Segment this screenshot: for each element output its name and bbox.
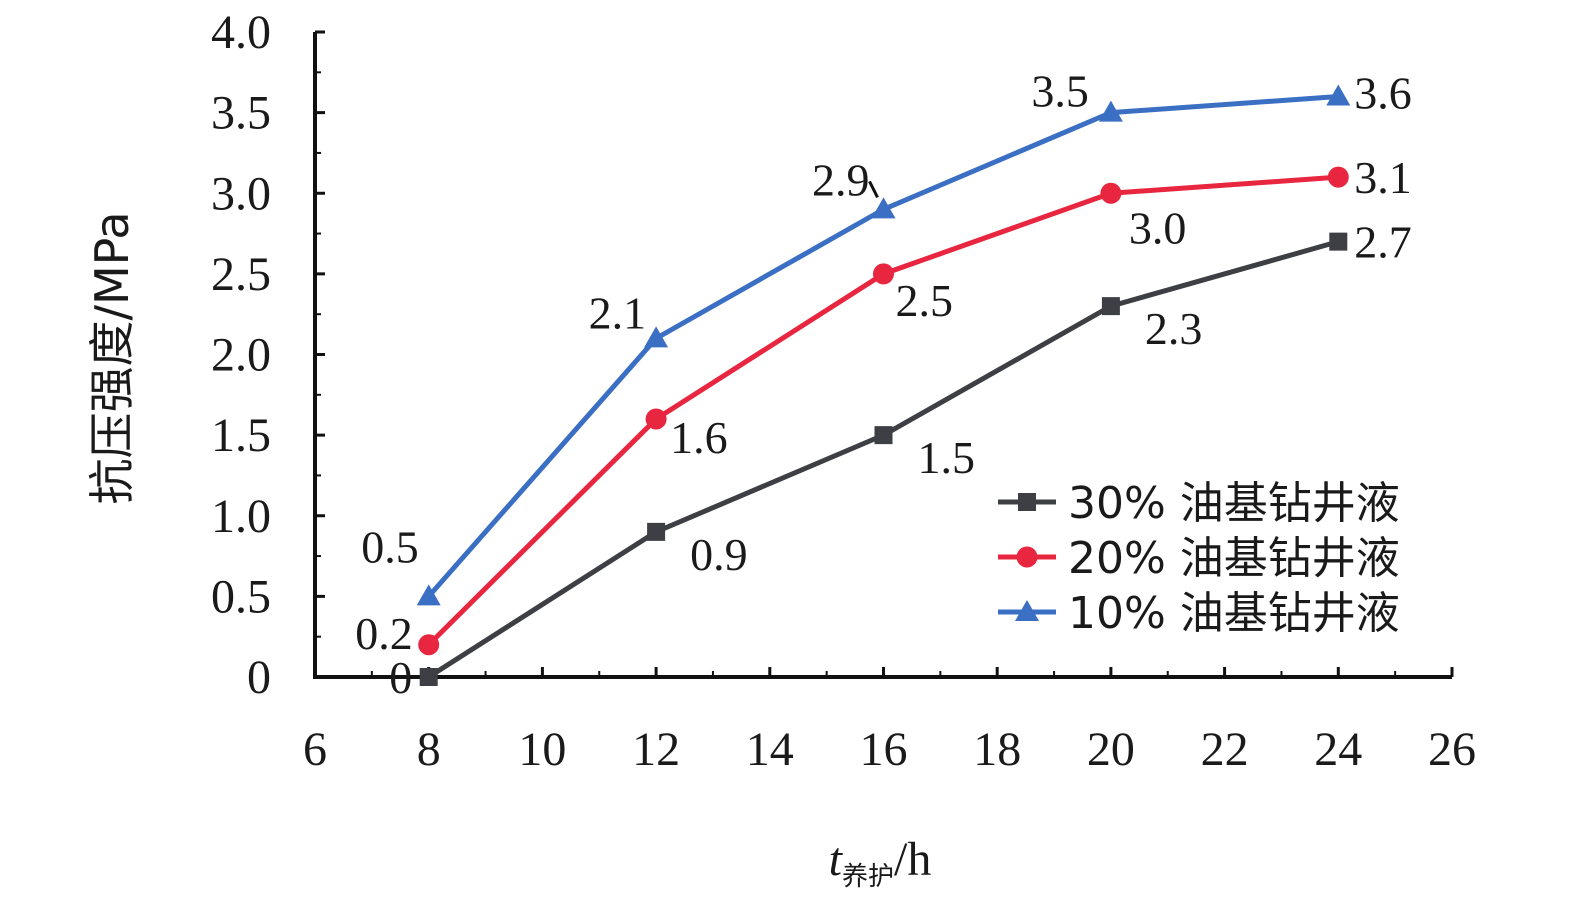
legend-item-1: 30% 油基钻井液	[998, 478, 1400, 529]
data-point-marker	[419, 668, 438, 686]
data-label: 0.9	[690, 529, 748, 580]
legend-marker	[1015, 600, 1039, 621]
x-tick-label: 16	[860, 723, 908, 776]
data-point-marker	[1100, 182, 1122, 204]
y-tick-label: 2.0	[211, 329, 271, 382]
data-labels: 0 0.9 1.5 2.3 2.7 0.2 1.6 2.5 3.0 3.1 0.5 2.1 2.9 3.5…	[355, 66, 1412, 703]
x-tick-label: 12	[632, 723, 680, 776]
x-axis-title-subscript: 养护	[842, 862, 894, 892]
data-label: 3.1	[1354, 152, 1412, 203]
data-point-marker	[871, 197, 896, 219]
legend-label: 20% 油基钻井液	[1068, 533, 1400, 584]
x-tick-label: 14	[746, 723, 794, 776]
y-tick-label: 0.5	[211, 570, 271, 623]
series-2	[418, 166, 1349, 656]
y-tick-label: 3.5	[211, 87, 271, 140]
y-tick-label: 0	[247, 651, 271, 704]
data-point-marker	[1098, 100, 1123, 122]
x-tick-label: 24	[1314, 723, 1362, 776]
series-layer	[416, 84, 1351, 686]
x-tick-label: 10	[518, 723, 566, 776]
x-axis-title: t养护/h	[829, 833, 932, 892]
series-1	[419, 232, 1348, 686]
data-point-marker	[1326, 84, 1351, 106]
data-point-marker	[416, 584, 441, 606]
data-point-marker	[644, 326, 669, 348]
y-tick-label: 2.5	[211, 248, 271, 301]
data-label: 2.7	[1354, 217, 1412, 268]
label-leader-line	[868, 180, 879, 199]
data-label: 2.3	[1145, 303, 1203, 354]
data-label: 3.0	[1129, 202, 1187, 253]
data-label: 2.5	[896, 275, 954, 326]
x-tick-label: 20	[1087, 723, 1135, 776]
data-label: 3.6	[1354, 68, 1412, 119]
x-axis-title-unit: /h	[894, 833, 931, 886]
data-point-marker	[647, 522, 666, 541]
x-tick-label: 8	[417, 723, 441, 776]
data-point-marker	[1327, 166, 1349, 188]
svg-text:t养护/h: t养护/h	[829, 833, 932, 892]
data-label: 1.5	[918, 432, 976, 483]
y-tick-label: 1.0	[211, 490, 271, 543]
x-tick-label: 18	[973, 723, 1021, 776]
data-point-marker	[1101, 297, 1120, 316]
data-label: 1.6	[670, 412, 728, 463]
data-label: 2.1	[589, 287, 647, 338]
legend-marker	[1016, 546, 1038, 568]
data-label: 0.5	[361, 521, 419, 572]
legend-marker	[1018, 493, 1036, 511]
data-label: 0.2	[355, 608, 413, 659]
data-point-marker	[1329, 232, 1348, 251]
legend-label: 30% 油基钻井液	[1068, 478, 1400, 529]
y-tick-label: 1.5	[211, 409, 271, 462]
legend-label: 10% 油基钻井液	[1068, 588, 1400, 639]
data-label: 2.9	[812, 154, 870, 205]
x-tick-label: 26	[1428, 723, 1476, 776]
x-tick-label: 6	[303, 723, 327, 776]
data-point-marker	[418, 634, 440, 656]
data-point-marker	[873, 263, 894, 285]
data-point-marker	[645, 408, 667, 430]
series-3	[416, 84, 1351, 606]
data-label: 0	[389, 652, 412, 703]
legend-item-3: 10% 油基钻井液	[998, 588, 1400, 639]
axes: 0 0.5 1.0 1.5 2.0 2.5 3.0 3.5 4.0 6 8 10 12 14 16 18 20 2…	[211, 6, 1476, 776]
data-point-marker	[874, 426, 893, 445]
legend-item-2: 20% 油基钻井液	[998, 533, 1400, 584]
y-axis-title: 抗压强度/MPa	[85, 211, 139, 504]
x-axis-title-main: t	[829, 833, 844, 886]
y-tick-label: 3.0	[211, 167, 271, 220]
x-tick-label: 22	[1201, 723, 1249, 776]
y-tick-label: 4.0	[211, 6, 271, 59]
data-label: 3.5	[1031, 66, 1089, 117]
